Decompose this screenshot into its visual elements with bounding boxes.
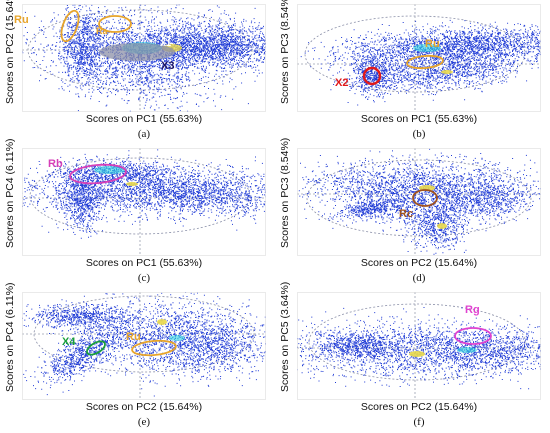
y-axis-label: Scores on PC4 (6.11%) [4,138,16,248]
point-cloud [304,20,508,106]
annotation-ru: Ru [126,331,141,343]
x-axis-label: Scores on PC1 (55.63%) [85,257,203,269]
annotation-ru: Ru [425,38,440,50]
point-cloud [118,314,266,390]
density-core [437,223,447,229]
scatter-plot-e [22,292,266,400]
x-axis-label: Scores on PC1 (55.63%) [360,113,478,125]
panel-label: (b) [412,128,426,140]
point-cloud [330,45,540,101]
plot-area [297,4,541,112]
density-core [413,44,441,52]
confidence-ellipse [27,9,253,91]
density-core [441,70,453,74]
annotation-ru: Ru [14,14,29,26]
panel-b: Scores on PC3 (8.54%) Scores on PC1 (55.… [275,0,550,144]
y-axis-label: Scores on PC4 (6.11%) [4,282,16,392]
points [23,292,266,397]
annotation-x1: X1 [160,38,172,48]
point-cloud [48,157,114,239]
point-cloud [297,19,541,85]
points [304,20,508,106]
highlight-ellipse [412,189,438,207]
plot-area [22,148,266,256]
annotation-x3: X3 [161,60,175,72]
panel-label: (d) [412,272,426,284]
density-core [94,166,126,174]
points [24,316,141,396]
annotation-rg: Rg [465,304,480,316]
points [395,202,473,255]
plot-area [22,4,266,112]
scatter-plot-b [297,4,541,112]
point-cloud [23,292,266,397]
y-axis-label: Scores on PC3 (8.54%) [279,0,291,104]
points [330,45,540,101]
highlight-ellipse [60,9,80,43]
annotation-x4: X4 [62,336,76,348]
y-axis-label: Scores on PC5 (3.64%) [279,281,291,392]
plot-frame [297,148,541,256]
points [297,307,541,390]
highlight-ellipse [406,54,444,70]
panel-e: Scores on PC4 (6.11%) Scores on PC2 (15.… [0,282,275,432]
point-cloud [297,307,541,390]
annotation-ra: Ra [96,26,108,36]
confidence-ellipse [306,159,532,237]
points [48,157,114,239]
points [318,191,423,229]
panel-d: Scores on PC3 (8.54%) Scores on PC2 (15.… [275,137,550,288]
panel-label: (f) [413,416,425,428]
points [131,10,266,76]
plot-frame [22,4,266,112]
points [22,295,177,337]
points [118,314,266,390]
plot-frame [297,292,541,400]
density-core [457,347,477,353]
x-axis-label: Scores on PC1 (55.63%) [85,113,203,125]
highlight-ellipse [131,339,177,357]
highlight-ellipse [69,163,127,185]
panel-a: Scores on PC2 (15.64%) Scores on PC1 (55… [0,0,275,144]
panel-c: Scores on PC4 (6.11%) Scores on PC1 (55.… [0,138,275,288]
x-axis-label: Scores on PC2 (15.64%) [360,401,478,413]
point-cloud [22,21,263,112]
highlight-ellipse [86,340,106,356]
scatter-plot-c [22,148,266,256]
density-core [169,335,185,341]
highlight-ellipse [98,15,132,33]
density-core [409,351,425,357]
panel-f: Scores on PC5 (3.64%) Scores on PC2 (15.… [275,281,550,432]
panel-label: (a) [137,128,151,140]
plot-frame [22,148,266,256]
plot-frame [22,292,266,400]
density-core [126,182,138,186]
points [22,21,263,112]
plot-area [297,148,541,256]
highlight-ellipse [362,66,382,86]
y-axis-label: Scores on PC3 (8.54%) [279,137,291,248]
plot-frame [297,4,541,112]
x-axis-label: Scores on PC2 (15.64%) [85,401,203,413]
points [297,19,541,85]
panel-label: (e) [137,416,151,428]
highlight-region [99,43,175,61]
panel-label: (c) [137,272,151,284]
annotation-rc: Rc [399,208,414,220]
point-cloud [318,191,423,229]
x-axis-label: Scores on PC2 (15.64%) [360,257,478,269]
point-cloud [395,202,473,255]
annotation-x2: X2 [335,77,349,89]
annotation-rb: Rb [48,158,63,170]
point-cloud [24,316,141,396]
scatter-plot-a [22,4,266,112]
point-cloud [22,295,177,337]
scatter-plot-d [297,148,541,256]
plot-area [22,292,266,400]
plot-area [297,292,541,400]
density-core [157,319,167,325]
highlight-ellipse [454,327,492,345]
scatter-plot-f [297,292,541,400]
point-cloud [131,10,266,76]
